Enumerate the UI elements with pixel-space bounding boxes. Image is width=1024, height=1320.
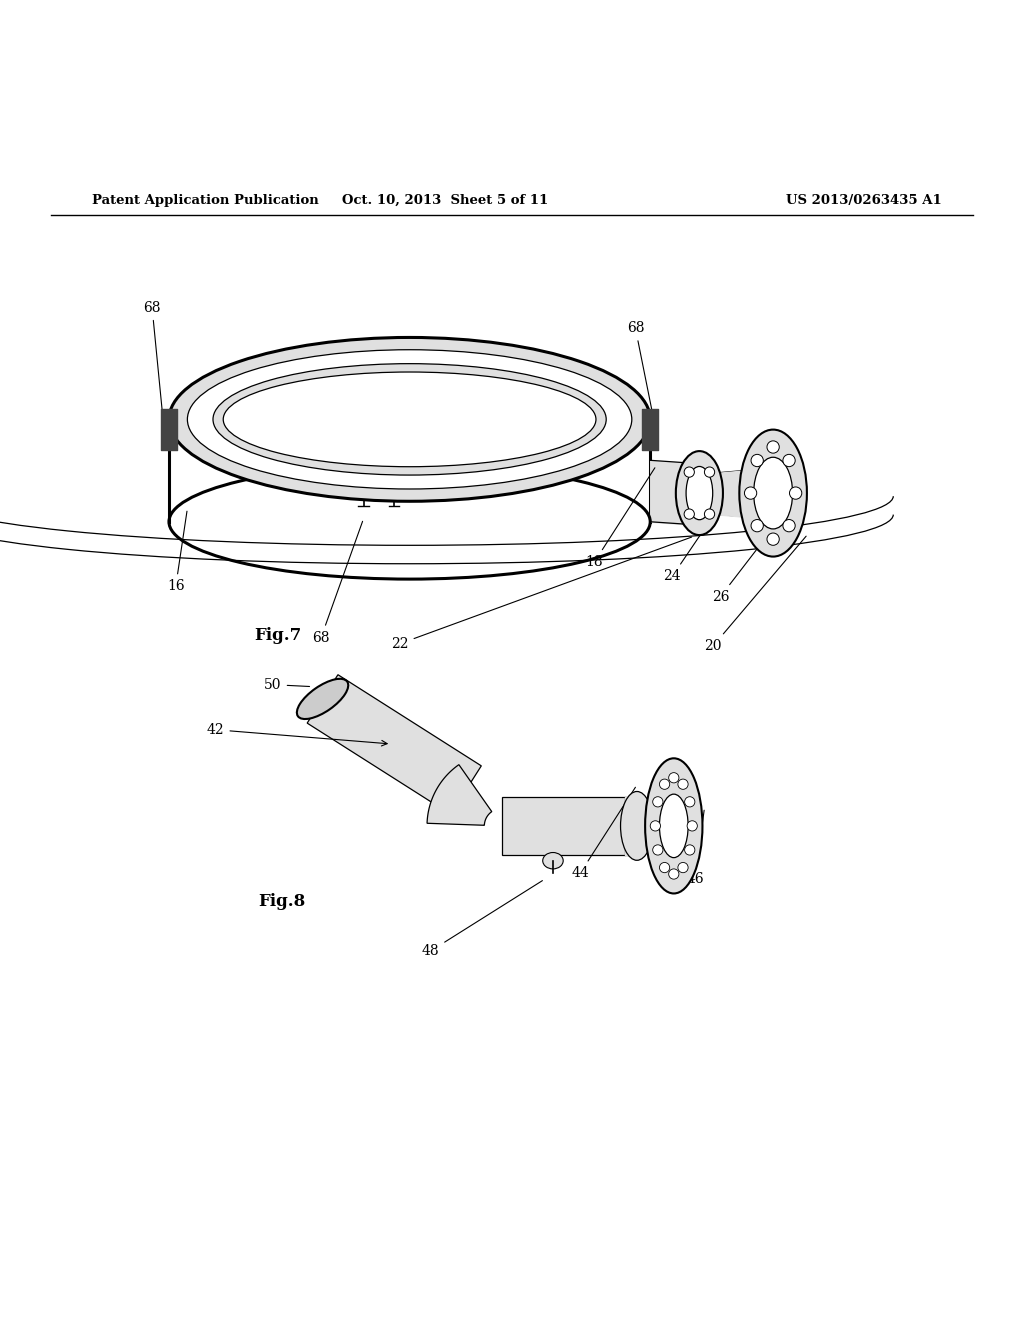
Text: 42: 42 bbox=[207, 723, 387, 746]
Circle shape bbox=[767, 533, 779, 545]
Circle shape bbox=[684, 510, 694, 519]
Circle shape bbox=[650, 821, 660, 832]
Circle shape bbox=[659, 862, 670, 873]
Ellipse shape bbox=[754, 457, 793, 529]
Text: Fig.8: Fig.8 bbox=[258, 894, 305, 911]
Circle shape bbox=[669, 869, 679, 879]
Ellipse shape bbox=[621, 792, 653, 861]
Ellipse shape bbox=[169, 338, 650, 502]
Text: 22: 22 bbox=[391, 537, 691, 651]
Text: 44: 44 bbox=[571, 787, 636, 880]
Circle shape bbox=[790, 487, 802, 499]
Text: 16: 16 bbox=[167, 511, 187, 594]
Text: 20: 20 bbox=[705, 536, 806, 653]
Text: 68: 68 bbox=[627, 321, 654, 425]
Ellipse shape bbox=[223, 372, 596, 467]
Text: 26: 26 bbox=[712, 484, 806, 603]
Circle shape bbox=[659, 779, 670, 789]
Circle shape bbox=[685, 797, 695, 807]
Text: 68: 68 bbox=[312, 521, 362, 644]
Text: 48: 48 bbox=[422, 880, 543, 958]
Text: 18: 18 bbox=[586, 467, 655, 569]
Polygon shape bbox=[307, 675, 481, 814]
Circle shape bbox=[685, 845, 695, 855]
Ellipse shape bbox=[659, 795, 688, 858]
Circle shape bbox=[652, 797, 663, 807]
Text: Fig.7: Fig.7 bbox=[254, 627, 301, 644]
Text: 50: 50 bbox=[264, 677, 309, 692]
Text: US 2013/0263435 A1: US 2013/0263435 A1 bbox=[786, 194, 942, 207]
Text: Patent Application Publication: Patent Application Publication bbox=[92, 194, 318, 207]
Ellipse shape bbox=[543, 853, 563, 869]
Circle shape bbox=[678, 862, 688, 873]
Ellipse shape bbox=[686, 466, 713, 520]
Text: 46: 46 bbox=[686, 810, 705, 886]
Ellipse shape bbox=[739, 429, 807, 557]
Ellipse shape bbox=[676, 451, 723, 535]
Circle shape bbox=[751, 520, 763, 532]
Ellipse shape bbox=[645, 758, 702, 894]
Text: Oct. 10, 2013  Sheet 5 of 11: Oct. 10, 2013 Sheet 5 of 11 bbox=[342, 194, 549, 207]
Circle shape bbox=[705, 467, 715, 478]
Circle shape bbox=[687, 821, 697, 832]
Circle shape bbox=[684, 467, 694, 478]
Circle shape bbox=[669, 772, 679, 783]
Ellipse shape bbox=[213, 363, 606, 475]
Polygon shape bbox=[502, 797, 625, 854]
Circle shape bbox=[783, 520, 796, 532]
Circle shape bbox=[767, 441, 779, 453]
Ellipse shape bbox=[187, 350, 632, 488]
Circle shape bbox=[652, 845, 663, 855]
Polygon shape bbox=[427, 764, 492, 825]
Circle shape bbox=[705, 510, 715, 519]
Ellipse shape bbox=[297, 678, 348, 719]
Text: 24: 24 bbox=[664, 430, 771, 583]
Text: 68: 68 bbox=[143, 301, 164, 425]
Circle shape bbox=[678, 779, 688, 789]
Circle shape bbox=[751, 454, 763, 467]
Circle shape bbox=[744, 487, 757, 499]
Circle shape bbox=[783, 454, 796, 467]
